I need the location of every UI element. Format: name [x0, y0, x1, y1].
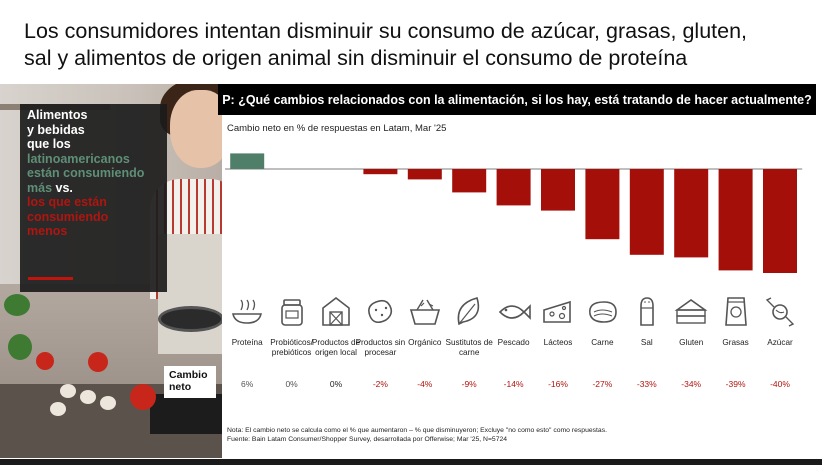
value-label: -9% [461, 379, 477, 389]
category-label: Pescado [497, 338, 530, 347]
page-title: Los consumidores intentan disminuir su c… [24, 18, 804, 72]
fish-icon [492, 293, 536, 329]
title-line-2: sal y alimentos de origen animal sin dis… [24, 46, 688, 70]
legend-box: Alimentos y bebidas que los latinoameric… [20, 104, 167, 292]
bar-8 [585, 169, 620, 240]
barn-icon [314, 293, 358, 329]
chart-subtitle: Cambio neto en % de respuestas en Latam,… [227, 123, 447, 134]
value-label: 0% [329, 379, 343, 389]
category-label: Sustitutos de carne [445, 338, 493, 357]
bar-4 [407, 169, 442, 180]
bar-11 [718, 169, 753, 271]
category-label: Grasas [722, 338, 749, 347]
bottom-rule [0, 459, 822, 465]
grease-bag-icon [714, 293, 758, 329]
value-label: -39% [725, 379, 746, 389]
category-label: Productos de origen local [311, 338, 361, 357]
bar-chart [225, 153, 803, 273]
value-label: 6% [241, 379, 254, 389]
candy-icon [758, 293, 802, 329]
basket-icon [403, 293, 447, 329]
title-line-1: Los consumidores intentan disminuir su c… [24, 19, 748, 43]
value-label: -34% [681, 379, 702, 389]
bar-12 [763, 169, 797, 273]
category-label: Sal [640, 338, 653, 347]
category-label: Productos sin procesar [355, 338, 406, 357]
category-label: Azúcar [767, 338, 793, 347]
value-label: -2% [372, 379, 388, 389]
bar-6 [496, 169, 531, 206]
category-label: Gluten [679, 338, 704, 347]
footnote: Nota: El cambio neto se calcula como el … [227, 427, 607, 443]
category-label: Carne [591, 338, 614, 347]
bar-9 [629, 169, 664, 255]
cheese-icon [536, 293, 580, 329]
category-icons [218, 293, 818, 331]
question-banner: P: ¿Qué cambios relacionados con la alim… [218, 84, 816, 115]
value-label: -14% [503, 379, 524, 389]
salt-shaker-icon [625, 293, 669, 329]
value-label: 0% [285, 379, 298, 389]
value-label: -16% [548, 379, 568, 389]
value-label: -27% [592, 379, 613, 389]
bar-3 [363, 169, 398, 175]
net-change-label: Cambio neto [164, 366, 216, 398]
value-label: -40% [770, 379, 790, 389]
category-label: Lácteos [543, 338, 573, 347]
accent-bar [28, 277, 73, 280]
supplement-jar-icon [270, 293, 314, 329]
bar-0 [230, 153, 265, 169]
category-label: Orgánico [408, 338, 442, 347]
value-label: -33% [636, 379, 657, 389]
bowl-icon [225, 293, 269, 329]
bar-5 [452, 169, 487, 193]
bar-10 [674, 169, 709, 258]
steak-icon [580, 293, 624, 329]
value-label: -4% [417, 379, 433, 389]
category-label: Proteína [231, 338, 263, 347]
bar-7 [541, 169, 575, 211]
category-label: Probióticos/ prebióticos [270, 338, 313, 357]
leaf-icon [447, 293, 491, 329]
bread-icon [669, 293, 713, 329]
potato-icon [358, 293, 402, 329]
